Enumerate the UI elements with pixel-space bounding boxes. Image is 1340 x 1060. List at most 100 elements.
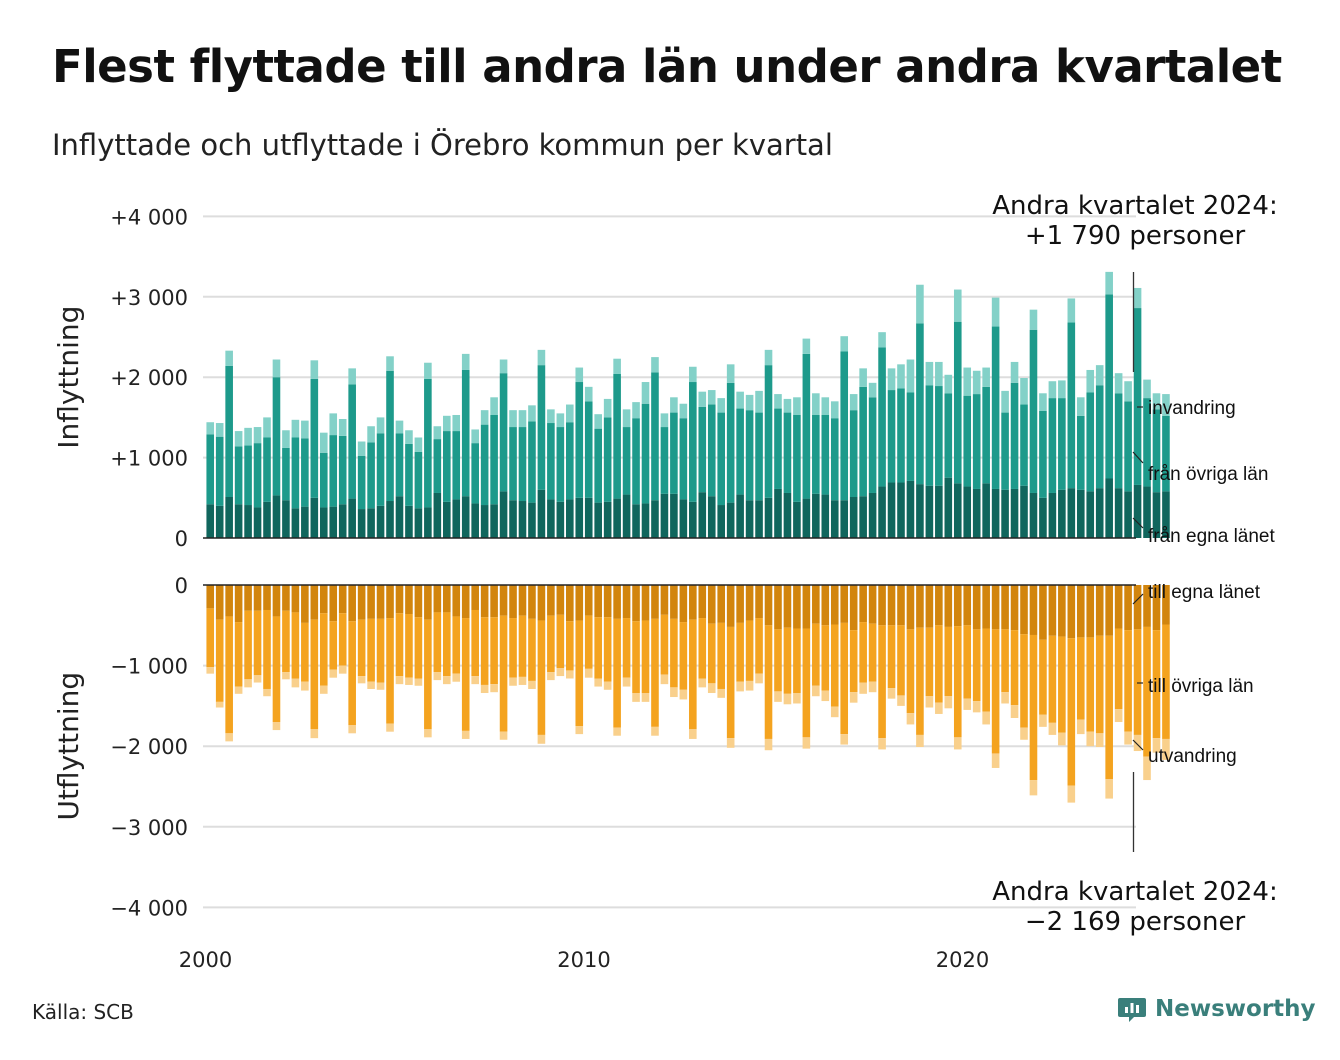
bar-fran-egna-lanet [1010, 488, 1019, 538]
bar-till-egna-lanet [689, 585, 697, 620]
bar-fran-ovriga-lan [859, 386, 867, 497]
bar-till-egna-lanet [480, 585, 489, 618]
bar-invandring [736, 391, 744, 409]
bar-fran-egna-lanet [660, 493, 669, 538]
bar-invandring [1067, 298, 1076, 323]
bar-till-egna-lanet [395, 585, 404, 614]
bar-fran-ovriga-lan [717, 412, 726, 506]
bar-invandring [329, 413, 338, 436]
bar-till-egna-lanet [338, 585, 347, 614]
bar-utvandring [528, 680, 536, 689]
bar-fran-egna-lanet [291, 508, 300, 538]
bar-utvandring [774, 691, 782, 702]
bar-invandring [897, 364, 905, 389]
bar-fran-egna-lanet [206, 504, 215, 538]
bar-till-ovriga-lan [1067, 638, 1076, 786]
bar-fran-ovriga-lan [1114, 393, 1123, 489]
y-tick-label: −3 000 [110, 816, 188, 840]
bar-fran-ovriga-lan [944, 393, 953, 478]
bar-invandring [471, 429, 479, 444]
bar-invandring [310, 360, 319, 379]
bar-utvandring [840, 734, 849, 745]
bar-utvandring [916, 734, 924, 748]
bar-fran-egna-lanet [859, 496, 867, 538]
annotation-top-line1: Andra kvartalet 2024: [992, 191, 1277, 221]
bar-fran-ovriga-lan [528, 421, 536, 503]
bar-till-ovriga-lan [490, 617, 498, 685]
bar-fran-ovriga-lan [471, 443, 479, 504]
bar-utvandring [471, 676, 479, 685]
bar-fran-egna-lanet [461, 496, 470, 538]
bar-invandring [291, 419, 300, 438]
bar-till-ovriga-lan [405, 614, 413, 678]
bar-fran-ovriga-lan [310, 378, 319, 498]
y-tick-label: +2 000 [110, 366, 188, 390]
bar-fran-ovriga-lan [282, 447, 290, 501]
bar-utvandring [1086, 731, 1095, 747]
bar-fran-egna-lanet [774, 488, 782, 538]
bar-utvandring [452, 673, 461, 682]
bar-fran-ovriga-lan [1133, 308, 1142, 485]
bar-invandring [263, 417, 271, 438]
bar-fran-ovriga-lan [461, 369, 470, 497]
bar-fran-egna-lanet [1152, 492, 1161, 538]
bar-invandring [1162, 394, 1170, 416]
annotation-top-line2: +1 790 personer [1025, 221, 1246, 251]
bar-till-egna-lanet [499, 585, 508, 616]
bar-till-ovriga-lan [329, 621, 338, 670]
bar-till-ovriga-lan [613, 618, 621, 728]
bar-till-ovriga-lan [1010, 630, 1019, 706]
bar-invandring [386, 356, 394, 371]
bar-utvandring [982, 711, 990, 725]
bar-till-ovriga-lan [272, 616, 281, 723]
bar-fran-egna-lanet [1095, 488, 1104, 538]
bar-till-ovriga-lan [991, 629, 1000, 754]
bar-till-egna-lanet [1001, 585, 1009, 630]
brand[interactable]: Newsworthy [1117, 994, 1316, 1024]
bar-till-ovriga-lan [887, 625, 896, 689]
bar-fran-egna-lanet [972, 488, 981, 538]
bar-till-ovriga-lan [547, 615, 555, 673]
annotation-bottom-line1: Andra kvartalet 2024: [992, 877, 1277, 907]
bar-till-ovriga-lan [338, 613, 347, 666]
bar-utvandring [301, 681, 309, 691]
bar-fran-egna-lanet [225, 496, 233, 538]
bar-fran-ovriga-lan [244, 445, 252, 506]
bar-invandring [963, 367, 972, 396]
bar-utvandring [821, 690, 830, 702]
bar-utvandring [755, 673, 763, 684]
bar-fran-egna-lanet [840, 500, 849, 538]
bar-fran-egna-lanet [301, 506, 309, 538]
bar-invandring [859, 368, 867, 387]
bar-fran-ovriga-lan [1020, 404, 1028, 486]
bar-till-ovriga-lan [1095, 635, 1104, 734]
bar-utvandring [660, 674, 669, 685]
bar-invandring [1001, 390, 1009, 413]
bar-invandring [1058, 380, 1066, 399]
bar-till-ovriga-lan [906, 629, 915, 714]
bar-fran-ovriga-lan [1001, 412, 1009, 490]
bar-fran-egna-lanet [263, 501, 271, 538]
bar-fran-egna-lanet [963, 486, 972, 538]
bar-fran-egna-lanet [689, 501, 697, 538]
bar-till-egna-lanet [774, 585, 782, 630]
bar-fran-ovriga-lan [603, 417, 612, 502]
bar-fran-egna-lanet [1133, 484, 1142, 538]
bar-till-egna-lanet [603, 585, 612, 618]
bar-utvandring [764, 738, 773, 751]
bar-fran-ovriga-lan [547, 423, 555, 500]
bar-fran-egna-lanet [641, 503, 650, 538]
bar-fran-egna-lanet [348, 498, 356, 538]
y-tick-label: +4 000 [110, 205, 188, 229]
bar-fran-egna-lanet [575, 497, 584, 538]
bar-till-ovriga-lan [707, 623, 716, 684]
bar-utvandring [253, 675, 262, 683]
bar-fran-egna-lanet [793, 501, 801, 538]
bar-fran-egna-lanet [622, 494, 631, 538]
bar-invandring [745, 394, 754, 411]
bar-utvandring [291, 678, 300, 688]
bar-utvandring [953, 737, 962, 750]
bar-till-ovriga-lan [1058, 636, 1066, 733]
bar-invandring [518, 410, 527, 428]
bar-fran-ovriga-lan [1086, 392, 1095, 492]
